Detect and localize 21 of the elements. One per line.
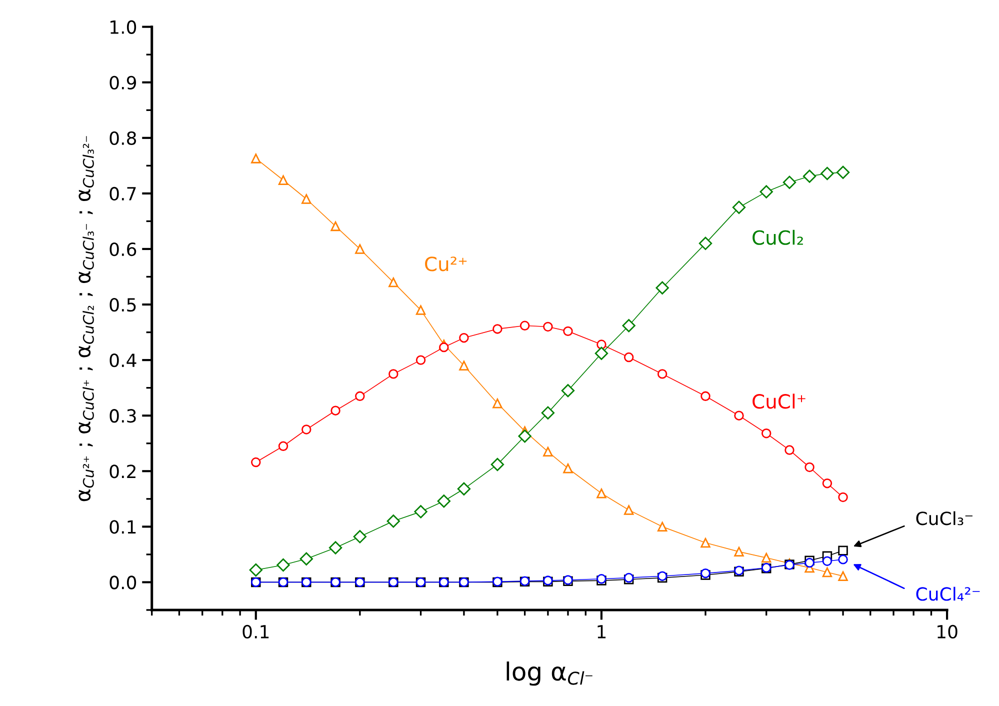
text: CuCl₄²⁻	[916, 586, 980, 601]
y-tick-label: 0.1	[110, 520, 136, 534]
series-label: Cu²⁺	[425, 256, 467, 272]
series-label: CuCl⁺	[752, 394, 806, 409]
y-tick-label: 0.9	[110, 76, 136, 90]
y-tick-label: 0.5	[110, 298, 136, 312]
y-tick-label: 0.6	[110, 242, 136, 256]
text: α$_{Cu²⁺}$ ; α$_{CuCl⁺}$ ; α$_{CuCl₂}$ ; α$_{CuCl₃⁻}$ ; α$_{CuCl₃²⁻}$	[78, 136, 94, 502]
y-tick-label: 0.7	[110, 186, 136, 201]
y-tick-label: 0.3	[110, 409, 136, 423]
y-tick-label: 0.4	[110, 354, 136, 368]
x-tick-label: 10	[938, 624, 958, 639]
series-label: CuCl₂	[752, 230, 803, 245]
x-axis-title: log α$_{Cl⁻}$	[506, 661, 592, 686]
y-tick-label: 1.0	[110, 20, 136, 34]
x-tick-label: 1	[598, 625, 606, 638]
y-tick-label: 0.8	[110, 131, 136, 146]
text: CuCl₃⁻	[916, 511, 972, 526]
y-tick-label: 0.2	[110, 464, 136, 478]
x-tick-label: 0.1	[242, 624, 269, 639]
y-tick-label: 0.0	[110, 576, 136, 590]
